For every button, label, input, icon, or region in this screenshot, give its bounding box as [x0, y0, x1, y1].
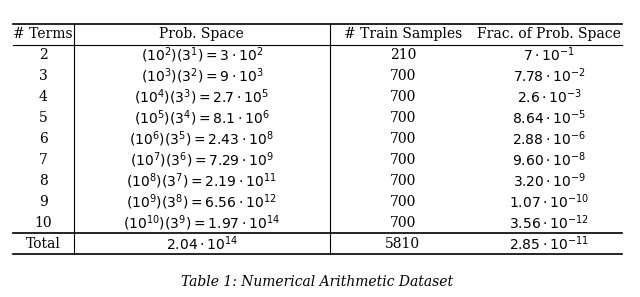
- Text: $2.04 \cdot 10^{14}$: $2.04 \cdot 10^{14}$: [166, 234, 238, 253]
- Text: $(10^9)(3^8) = 6.56 \cdot 10^{12}$: $(10^9)(3^8) = 6.56 \cdot 10^{12}$: [127, 192, 277, 212]
- Text: $(10^4)(3^3) = 2.7 \cdot 10^5$: $(10^4)(3^3) = 2.7 \cdot 10^5$: [134, 87, 269, 107]
- Text: $2.85 \cdot 10^{-11}$: $2.85 \cdot 10^{-11}$: [509, 234, 589, 253]
- Text: $(10^7)(3^6) = 7.29 \cdot 10^9$: $(10^7)(3^6) = 7.29 \cdot 10^9$: [130, 150, 273, 170]
- Text: 700: 700: [390, 174, 416, 188]
- Text: $8.64 \cdot 10^{-5}$: $8.64 \cdot 10^{-5}$: [512, 109, 586, 127]
- Text: Frac. of Prob. Space: Frac. of Prob. Space: [477, 27, 621, 41]
- Text: $2.6 \cdot 10^{-3}$: $2.6 \cdot 10^{-3}$: [516, 88, 582, 106]
- Text: 5810: 5810: [385, 237, 420, 251]
- Text: $3.20 \cdot 10^{-9}$: $3.20 \cdot 10^{-9}$: [513, 172, 586, 190]
- Text: 6: 6: [39, 132, 47, 146]
- Text: 2: 2: [39, 48, 47, 62]
- Text: 210: 210: [390, 48, 416, 62]
- Text: $(10^{10})(3^9) = 1.97 \cdot 10^{14}$: $(10^{10})(3^9) = 1.97 \cdot 10^{14}$: [123, 213, 280, 233]
- Text: 700: 700: [390, 90, 416, 104]
- Text: 3: 3: [39, 69, 47, 83]
- Text: 700: 700: [390, 153, 416, 167]
- Text: $(10^2)(3^1) = 3 \cdot 10^2$: $(10^2)(3^1) = 3 \cdot 10^2$: [141, 45, 263, 65]
- Text: $(10^6)(3^5) = 2.43 \cdot 10^8$: $(10^6)(3^5) = 2.43 \cdot 10^8$: [129, 129, 274, 149]
- Text: Prob. Space: Prob. Space: [159, 27, 244, 41]
- Text: $9.60 \cdot 10^{-8}$: $9.60 \cdot 10^{-8}$: [512, 151, 586, 169]
- Text: 4: 4: [39, 90, 47, 104]
- Text: # Terms: # Terms: [13, 27, 73, 41]
- Text: 700: 700: [390, 216, 416, 230]
- Text: 8: 8: [39, 174, 47, 188]
- Text: 700: 700: [390, 111, 416, 125]
- Text: $7.78 \cdot 10^{-2}$: $7.78 \cdot 10^{-2}$: [513, 67, 586, 86]
- Text: $2.88 \cdot 10^{-6}$: $2.88 \cdot 10^{-6}$: [513, 130, 586, 148]
- Text: 700: 700: [390, 195, 416, 209]
- Text: $(10^8)(3^7) = 2.19 \cdot 10^{11}$: $(10^8)(3^7) = 2.19 \cdot 10^{11}$: [127, 171, 277, 191]
- Text: 700: 700: [390, 69, 416, 83]
- Text: 700: 700: [390, 132, 416, 146]
- Text: $1.07 \cdot 10^{-10}$: $1.07 \cdot 10^{-10}$: [509, 192, 589, 211]
- Text: # Train Samples: # Train Samples: [344, 27, 462, 41]
- Text: Total: Total: [26, 237, 61, 251]
- Text: 10: 10: [35, 216, 52, 230]
- Text: $(10^3)(3^2) = 9 \cdot 10^3$: $(10^3)(3^2) = 9 \cdot 10^3$: [141, 66, 263, 86]
- Text: $(10^5)(3^4) = 8.1 \cdot 10^6$: $(10^5)(3^4) = 8.1 \cdot 10^6$: [134, 108, 269, 128]
- Text: $7 \cdot 10^{-1}$: $7 \cdot 10^{-1}$: [524, 46, 575, 64]
- Text: Table 1: Numerical Arithmetic Dataset: Table 1: Numerical Arithmetic Dataset: [182, 275, 454, 289]
- Text: 7: 7: [39, 153, 47, 167]
- Text: 5: 5: [39, 111, 47, 125]
- Text: 9: 9: [39, 195, 47, 209]
- Text: $3.56 \cdot 10^{-12}$: $3.56 \cdot 10^{-12}$: [509, 214, 589, 232]
